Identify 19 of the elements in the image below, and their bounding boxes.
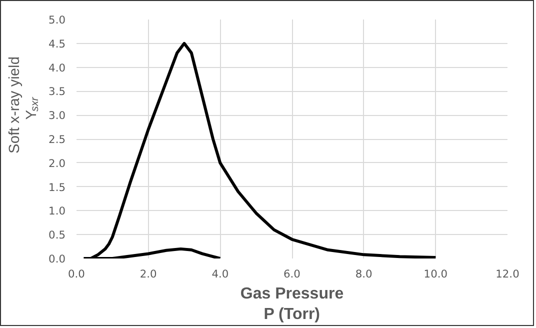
y-tick-label: 4.0: [48, 61, 66, 74]
x-tick-label: 2.0: [140, 268, 158, 280]
y-tick-label: 0.5: [48, 228, 66, 242]
x-tick-label: 6.0: [284, 268, 301, 280]
y-tick-label: 4.5: [48, 37, 66, 50]
x-tick-label: 12.0: [496, 268, 520, 280]
y-tick-label: 0.0: [48, 252, 66, 266]
y-tick-label: 3.0: [48, 109, 66, 122]
y-tick-label: 3.5: [48, 85, 66, 98]
x-tick-label: 8.0: [355, 268, 373, 280]
y-tick-label: 1.5: [48, 180, 66, 194]
y-tick-label: 5.0: [48, 14, 66, 26]
y-tick-label: 2.5: [48, 133, 66, 146]
x-tick-label: 0.0: [68, 268, 86, 280]
y-tick-label: 2.0: [48, 156, 66, 170]
x-axis-title: Gas Pressure P (Torr): [240, 286, 344, 323]
x-tick-label: 10.0: [424, 268, 448, 280]
x-tick-label: 4.0: [212, 268, 229, 280]
y-tick-label: 1.0: [48, 204, 66, 218]
